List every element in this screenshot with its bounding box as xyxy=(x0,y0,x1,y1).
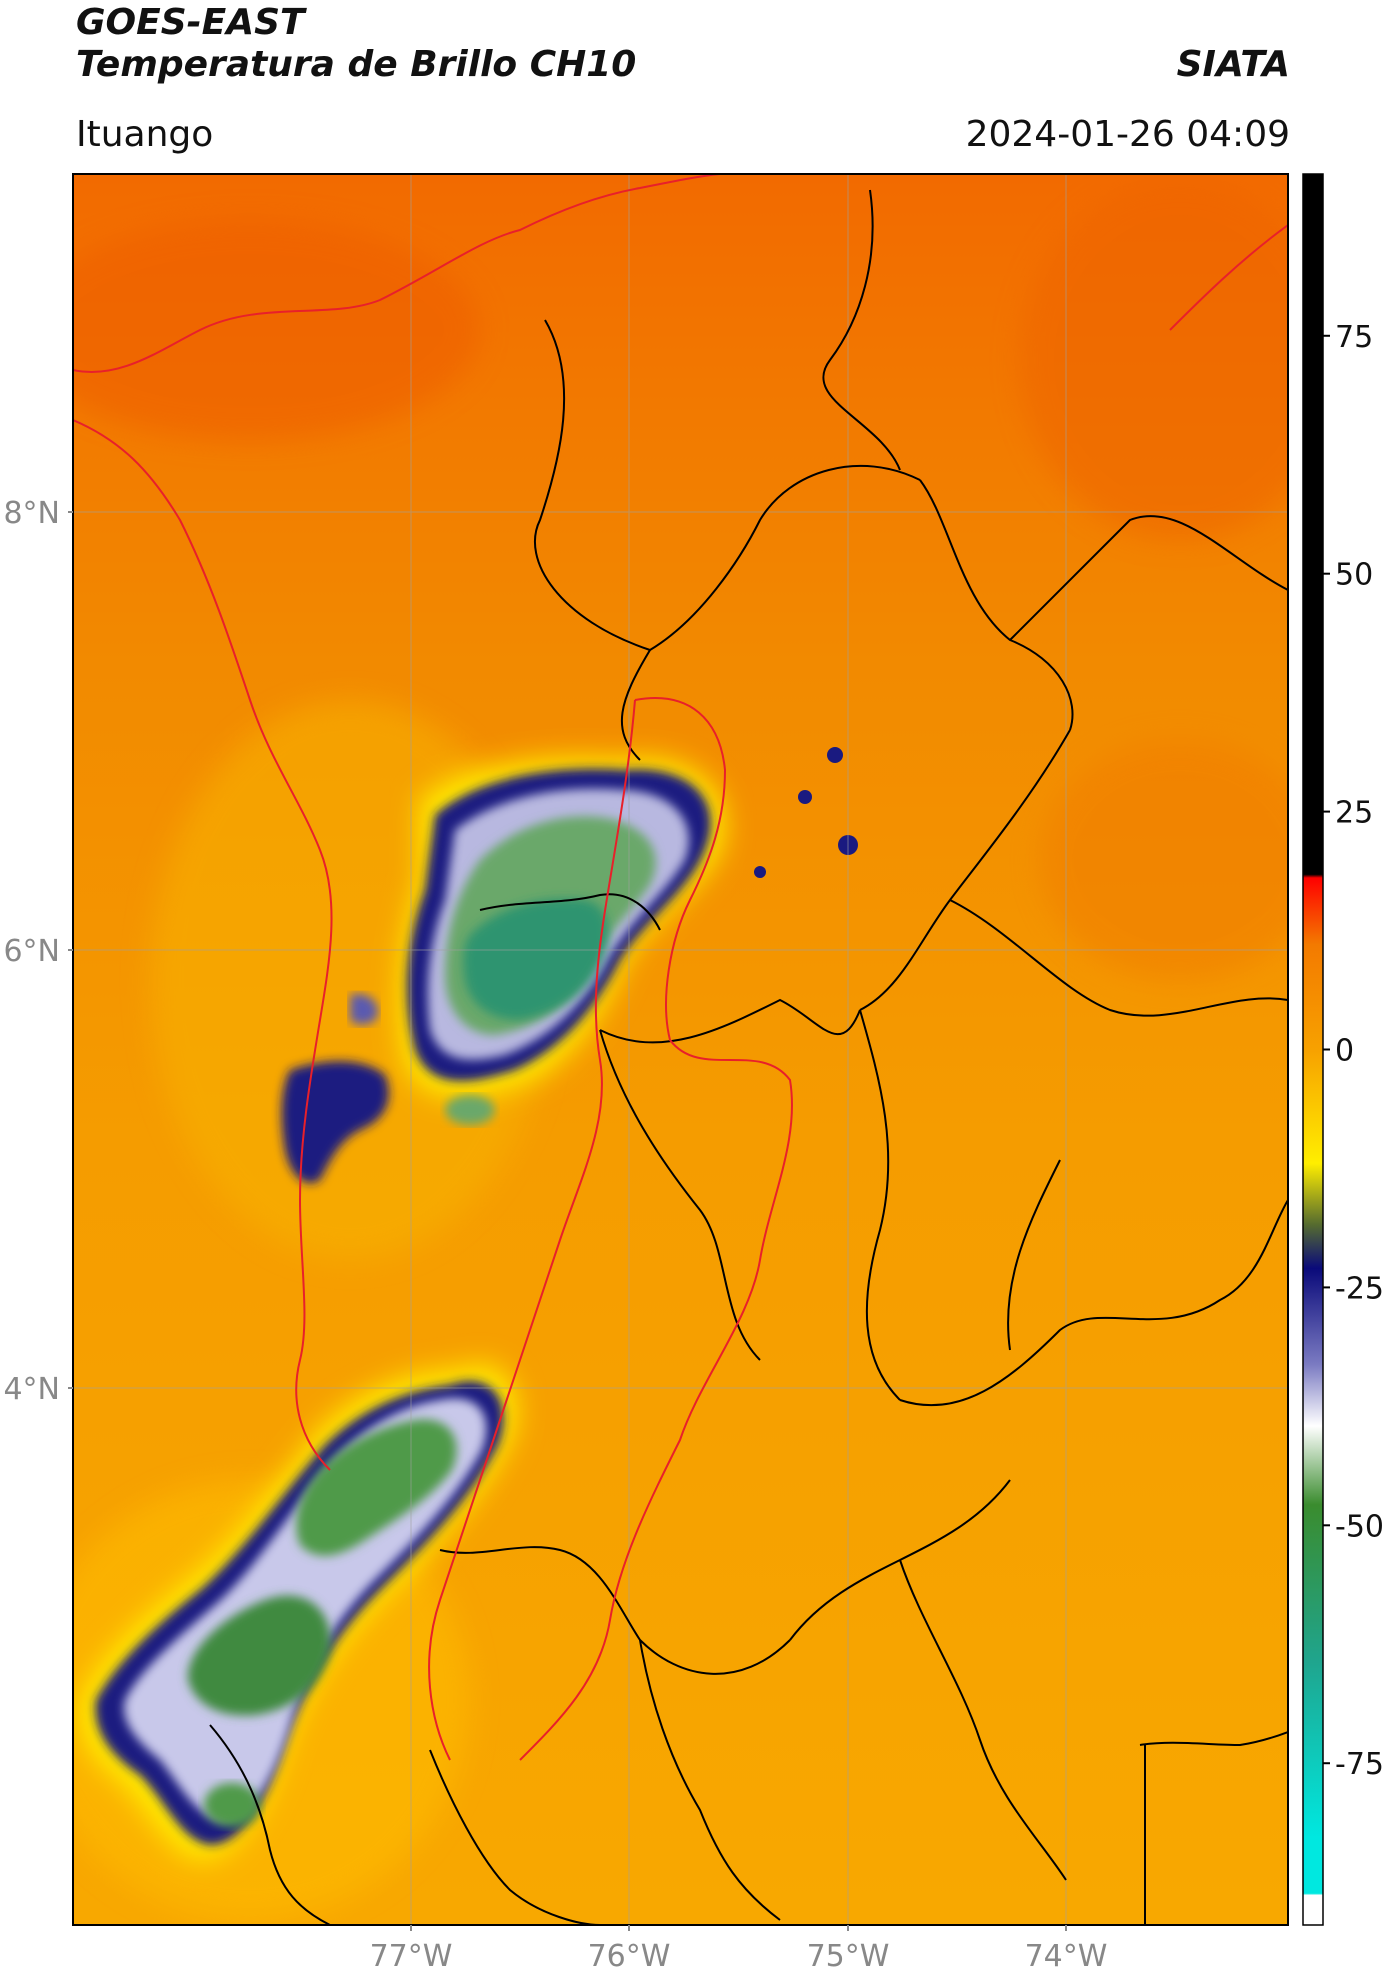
cold-cloud-north xyxy=(281,747,858,1184)
lon-label-77w: 77°W xyxy=(370,1939,453,1974)
map-image xyxy=(73,174,1288,1925)
lat-label-8n: 8°N xyxy=(3,496,60,531)
lon-label-74w: 74°W xyxy=(1025,1939,1108,1974)
admin-borders xyxy=(209,189,1288,1925)
colorbar: 75 50 25 0 -25 -50 -75 xyxy=(1302,173,1384,1926)
colorbar-tick-label: -50 xyxy=(1335,1509,1384,1544)
lat-label-4n: 4°N xyxy=(3,1372,60,1407)
colorbar-ticks: 75 50 25 0 -25 -50 -75 xyxy=(1323,320,1384,1782)
product-title: Temperatura de Brillo CH10 xyxy=(76,44,637,85)
map-frame xyxy=(72,173,1289,1926)
longitude-ticks: 77°W 76°W 75°W 74°W xyxy=(370,1925,1108,1974)
colorbar-gradient xyxy=(1302,173,1324,1926)
national-borders xyxy=(73,174,1288,1761)
latitude-ticks: 8°N 6°N 4°N xyxy=(3,496,73,1407)
satellite-title: GOES-EAST xyxy=(76,2,305,43)
colorbar-tick-label: 50 xyxy=(1335,558,1373,593)
lon-label-75w: 75°W xyxy=(807,1939,890,1974)
datetime-label: 2024-01-26 04:09 xyxy=(965,114,1290,155)
location-label: Ituango xyxy=(76,114,214,155)
colorbar-tick-label: 25 xyxy=(1335,796,1373,831)
lon-label-76w: 76°W xyxy=(588,1939,671,1974)
colorbar-tick-label: -75 xyxy=(1335,1747,1384,1782)
cold-cloud-south xyxy=(79,1364,517,1860)
agency-label: SIATA xyxy=(1176,44,1290,85)
colorbar-tick-label: 75 xyxy=(1335,320,1373,355)
colorbar-tick-label: -25 xyxy=(1335,1271,1384,1306)
lat-label-6n: 6°N xyxy=(3,934,60,969)
colorbar-tick-label: 0 xyxy=(1335,1034,1354,1069)
